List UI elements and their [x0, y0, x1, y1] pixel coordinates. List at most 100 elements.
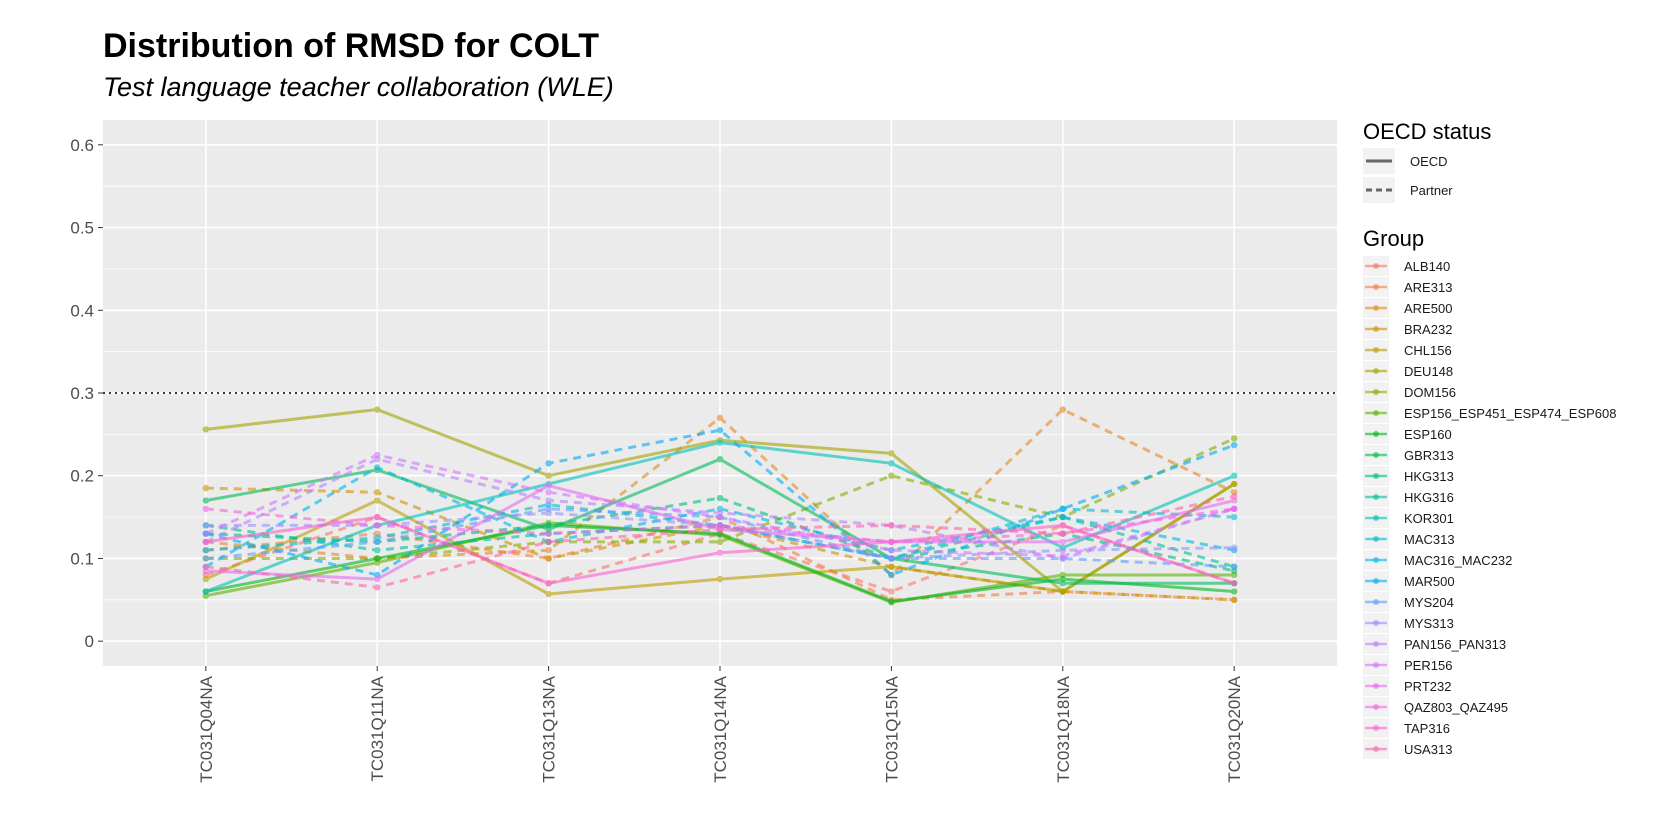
legend-point-swatch	[1373, 284, 1379, 290]
legend-label: DEU148	[1404, 364, 1453, 379]
data-point	[1059, 546, 1066, 554]
chart-subtitle: Test language teacher collaboration (WLE…	[103, 72, 614, 102]
data-point	[1059, 406, 1066, 413]
data-point	[374, 584, 381, 591]
data-point	[1230, 544, 1238, 551]
legend-label: ARE313	[1404, 280, 1452, 295]
data-point	[545, 530, 552, 537]
x-tick-label: TC031Q18NA	[1054, 675, 1073, 782]
legend-label: KOR301	[1404, 511, 1454, 526]
data-point	[888, 588, 895, 595]
data-point	[545, 580, 552, 587]
legend-label: PRT232	[1404, 679, 1451, 694]
data-point	[1230, 435, 1238, 442]
oecd-status-legend-title: OECD status	[1363, 119, 1491, 144]
legend-label: GBR313	[1404, 448, 1454, 463]
data-point	[1230, 493, 1238, 500]
data-point	[545, 555, 552, 562]
data-point	[374, 489, 381, 496]
legend-point-swatch	[1373, 704, 1379, 710]
data-point	[374, 538, 381, 546]
data-point	[1059, 580, 1066, 587]
data-point	[202, 538, 210, 546]
data-point	[716, 538, 724, 546]
data-point	[716, 526, 724, 533]
data-point	[1230, 596, 1238, 604]
data-point	[202, 505, 210, 513]
legend-point-swatch	[1373, 347, 1379, 353]
y-tick-label: 0.6	[70, 136, 94, 155]
legend-point-swatch	[1373, 263, 1379, 269]
data-point	[545, 538, 552, 546]
series-tap316	[202, 513, 1238, 587]
data-point	[202, 497, 210, 504]
legend-label: QAZ803_QAZ495	[1404, 700, 1508, 715]
legend-label: MAC316_MAC232	[1404, 553, 1512, 568]
legend-label: ESP160	[1404, 427, 1452, 442]
data-point	[1059, 513, 1066, 521]
y-tick-label: 0.1	[70, 549, 94, 568]
group-legend: Group ALB140 ARE313 ARE500 BRA232 CHL156 DEU1…	[1363, 226, 1617, 759]
legend-point-swatch	[1373, 515, 1379, 521]
data-point	[716, 427, 724, 434]
y-tick-label: 0.3	[70, 384, 94, 403]
series-usa313	[202, 493, 1238, 591]
data-point	[888, 460, 895, 467]
data-point	[202, 484, 210, 492]
data-point	[716, 455, 724, 463]
data-point	[202, 588, 210, 595]
data-point	[1059, 530, 1066, 537]
legend-label: ALB140	[1404, 259, 1450, 274]
legend-label: PER156	[1404, 658, 1452, 673]
chart-title: Distribution of RMSD for COLT	[103, 27, 599, 65]
legend-point-swatch	[1373, 368, 1379, 374]
data-point	[888, 571, 895, 579]
data-point	[1059, 588, 1066, 595]
data-point	[716, 549, 724, 556]
x-tick-label: TC031Q13NA	[540, 675, 559, 782]
data-point	[202, 575, 210, 583]
data-point	[1230, 472, 1238, 479]
legend-point-swatch	[1373, 578, 1379, 584]
x-tick-label: TC031Q04NA	[197, 675, 216, 782]
legend-point-swatch	[1373, 452, 1379, 458]
legend-label: HKG313	[1404, 469, 1454, 484]
y-tick-label: 0	[85, 632, 94, 651]
legend-point-swatch	[1373, 326, 1379, 332]
data-point	[888, 472, 895, 479]
data-point	[545, 482, 552, 489]
legend-point-swatch	[1373, 431, 1379, 437]
data-point	[888, 563, 895, 570]
data-point	[716, 513, 724, 521]
data-point	[374, 464, 381, 471]
legend-label: MYS313	[1404, 616, 1454, 631]
data-point	[888, 522, 895, 529]
legend-label: MAC313	[1404, 532, 1455, 547]
data-point	[716, 414, 724, 422]
legend-point-swatch	[1373, 662, 1379, 668]
legend-point-swatch	[1373, 536, 1379, 542]
data-point	[1230, 563, 1238, 570]
data-point	[1230, 441, 1238, 449]
data-point	[1059, 522, 1066, 529]
legend-label: BRA232	[1404, 322, 1452, 337]
data-point	[202, 555, 210, 562]
data-point	[716, 439, 724, 446]
data-point	[1059, 538, 1066, 546]
legend-point-swatch	[1373, 746, 1379, 752]
data-point	[888, 555, 895, 562]
data-point	[374, 406, 381, 413]
legend-label: ESP156_ESP451_ESP474_ESP608	[1404, 406, 1617, 421]
data-point	[716, 494, 724, 502]
data-point	[716, 575, 724, 583]
y-tick-label: 0.4	[70, 301, 94, 320]
group-legend-title: Group	[1363, 226, 1424, 251]
data-point	[1059, 505, 1066, 513]
y-axis: 0 0.1 0.2 0.3 0.4 0.5 0.6	[70, 136, 103, 651]
oecd-status-legend: OECD status OECD Partner	[1363, 119, 1491, 203]
data-point	[202, 546, 210, 554]
data-point	[202, 522, 210, 529]
data-point	[1230, 480, 1238, 488]
legend-label: PAN156_PAN313	[1404, 637, 1506, 652]
